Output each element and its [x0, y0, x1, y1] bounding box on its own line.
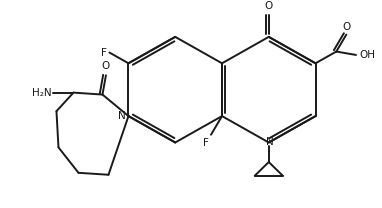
Text: O: O — [342, 22, 350, 32]
Text: H₂N: H₂N — [32, 88, 52, 98]
Text: O: O — [102, 61, 110, 71]
Text: N: N — [266, 137, 274, 147]
Text: F: F — [203, 138, 209, 148]
Text: N: N — [118, 111, 125, 121]
Text: OH: OH — [359, 50, 375, 60]
Text: O: O — [265, 1, 273, 11]
Text: F: F — [100, 47, 107, 58]
